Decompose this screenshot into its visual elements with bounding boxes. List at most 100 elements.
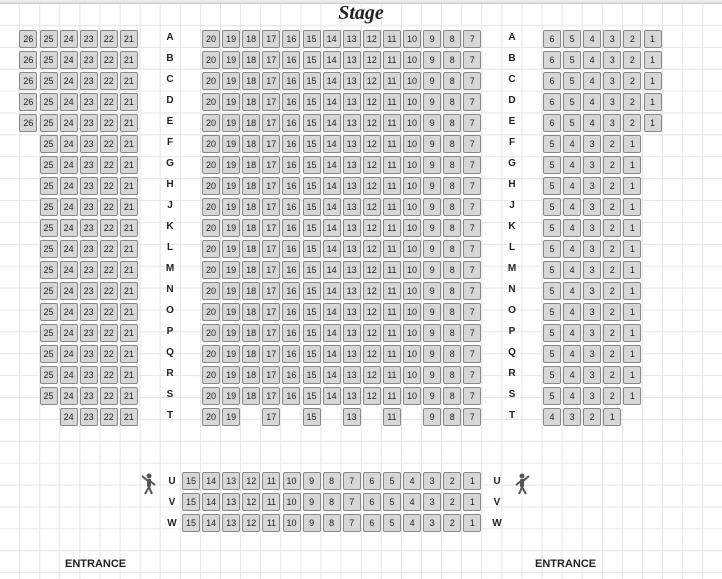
- seat-S-24[interactable]: 24: [60, 387, 78, 405]
- seat-B-8[interactable]: 8: [443, 51, 461, 69]
- seat-P-12[interactable]: 12: [363, 324, 381, 342]
- seat-B-5[interactable]: 5: [563, 51, 581, 69]
- seat-L-5[interactable]: 5: [543, 240, 561, 258]
- seat-S-23[interactable]: 23: [80, 387, 98, 405]
- seat-R-7[interactable]: 7: [463, 366, 481, 384]
- seat-G-17[interactable]: 17: [262, 156, 280, 174]
- seat-F-12[interactable]: 12: [363, 135, 381, 153]
- seat-A-26[interactable]: 26: [19, 30, 37, 48]
- seat-K-5[interactable]: 5: [543, 219, 561, 237]
- seat-H-20[interactable]: 20: [202, 177, 220, 195]
- seat-G-16[interactable]: 16: [282, 156, 300, 174]
- seat-M-25[interactable]: 25: [40, 261, 58, 279]
- seat-M-21[interactable]: 21: [120, 261, 138, 279]
- seat-K-21[interactable]: 21: [120, 219, 138, 237]
- seat-G-2[interactable]: 2: [603, 156, 621, 174]
- seat-N-4[interactable]: 4: [563, 282, 581, 300]
- seat-B-2[interactable]: 2: [623, 51, 641, 69]
- seat-L-9[interactable]: 9: [423, 240, 441, 258]
- seat-E-20[interactable]: 20: [202, 114, 220, 132]
- seat-C-11[interactable]: 11: [383, 72, 401, 90]
- seat-J-1[interactable]: 1: [623, 198, 641, 216]
- seat-D-1[interactable]: 1: [644, 93, 662, 111]
- seat-S-1[interactable]: 1: [623, 387, 641, 405]
- seat-S-21[interactable]: 21: [120, 387, 138, 405]
- seat-Q-17[interactable]: 17: [262, 345, 280, 363]
- seat-N-5[interactable]: 5: [543, 282, 561, 300]
- seat-S-18[interactable]: 18: [242, 387, 260, 405]
- seat-C-8[interactable]: 8: [443, 72, 461, 90]
- seat-W-12[interactable]: 12: [242, 514, 260, 532]
- seat-M-22[interactable]: 22: [100, 261, 118, 279]
- seat-D-8[interactable]: 8: [443, 93, 461, 111]
- seat-S-17[interactable]: 17: [262, 387, 280, 405]
- seat-J-20[interactable]: 20: [202, 198, 220, 216]
- seat-B-11[interactable]: 11: [383, 51, 401, 69]
- seat-G-14[interactable]: 14: [323, 156, 341, 174]
- seat-R-17[interactable]: 17: [262, 366, 280, 384]
- seat-A-2[interactable]: 2: [623, 30, 641, 48]
- seat-O-10[interactable]: 10: [403, 303, 421, 321]
- seat-C-14[interactable]: 14: [323, 72, 341, 90]
- seat-N-2[interactable]: 2: [603, 282, 621, 300]
- seat-H-4[interactable]: 4: [563, 177, 581, 195]
- seat-F-5[interactable]: 5: [543, 135, 561, 153]
- seat-H-18[interactable]: 18: [242, 177, 260, 195]
- seat-G-9[interactable]: 9: [423, 156, 441, 174]
- seat-T-2[interactable]: 2: [583, 408, 601, 426]
- seat-E-11[interactable]: 11: [383, 114, 401, 132]
- seat-N-15[interactable]: 15: [303, 282, 321, 300]
- seat-V-11[interactable]: 11: [262, 493, 280, 511]
- seat-C-10[interactable]: 10: [403, 72, 421, 90]
- seat-D-11[interactable]: 11: [383, 93, 401, 111]
- seat-W-1[interactable]: 1: [463, 514, 481, 532]
- seat-L-8[interactable]: 8: [443, 240, 461, 258]
- seat-C-13[interactable]: 13: [343, 72, 361, 90]
- seat-A-8[interactable]: 8: [443, 30, 461, 48]
- seat-J-11[interactable]: 11: [383, 198, 401, 216]
- seat-E-19[interactable]: 19: [222, 114, 240, 132]
- seat-F-8[interactable]: 8: [443, 135, 461, 153]
- seat-F-7[interactable]: 7: [463, 135, 481, 153]
- seat-F-10[interactable]: 10: [403, 135, 421, 153]
- seat-P-3[interactable]: 3: [583, 324, 601, 342]
- seat-T-15[interactable]: 15: [303, 408, 321, 426]
- seat-V-8[interactable]: 8: [323, 493, 341, 511]
- seat-N-14[interactable]: 14: [323, 282, 341, 300]
- seat-K-4[interactable]: 4: [563, 219, 581, 237]
- seat-C-22[interactable]: 22: [100, 72, 118, 90]
- seat-B-22[interactable]: 22: [100, 51, 118, 69]
- seat-J-22[interactable]: 22: [100, 198, 118, 216]
- seat-R-3[interactable]: 3: [583, 366, 601, 384]
- seat-P-23[interactable]: 23: [80, 324, 98, 342]
- seat-R-15[interactable]: 15: [303, 366, 321, 384]
- seat-U-8[interactable]: 8: [323, 472, 341, 490]
- seat-A-10[interactable]: 10: [403, 30, 421, 48]
- seat-F-18[interactable]: 18: [242, 135, 260, 153]
- seat-E-24[interactable]: 24: [60, 114, 78, 132]
- seat-K-1[interactable]: 1: [623, 219, 641, 237]
- seat-L-10[interactable]: 10: [403, 240, 421, 258]
- seat-E-18[interactable]: 18: [242, 114, 260, 132]
- seat-K-9[interactable]: 9: [423, 219, 441, 237]
- seat-H-13[interactable]: 13: [343, 177, 361, 195]
- seat-E-4[interactable]: 4: [583, 114, 601, 132]
- seat-R-2[interactable]: 2: [603, 366, 621, 384]
- seat-D-15[interactable]: 15: [303, 93, 321, 111]
- seat-G-23[interactable]: 23: [80, 156, 98, 174]
- seat-V-13[interactable]: 13: [222, 493, 240, 511]
- seat-P-2[interactable]: 2: [603, 324, 621, 342]
- seat-H-15[interactable]: 15: [303, 177, 321, 195]
- seat-O-21[interactable]: 21: [120, 303, 138, 321]
- seat-D-18[interactable]: 18: [242, 93, 260, 111]
- seat-D-19[interactable]: 19: [222, 93, 240, 111]
- seat-W-7[interactable]: 7: [343, 514, 361, 532]
- seat-N-17[interactable]: 17: [262, 282, 280, 300]
- seat-G-10[interactable]: 10: [403, 156, 421, 174]
- seat-P-15[interactable]: 15: [303, 324, 321, 342]
- seat-C-16[interactable]: 16: [282, 72, 300, 90]
- seat-F-20[interactable]: 20: [202, 135, 220, 153]
- seat-R-21[interactable]: 21: [120, 366, 138, 384]
- seat-H-9[interactable]: 9: [423, 177, 441, 195]
- seat-Q-23[interactable]: 23: [80, 345, 98, 363]
